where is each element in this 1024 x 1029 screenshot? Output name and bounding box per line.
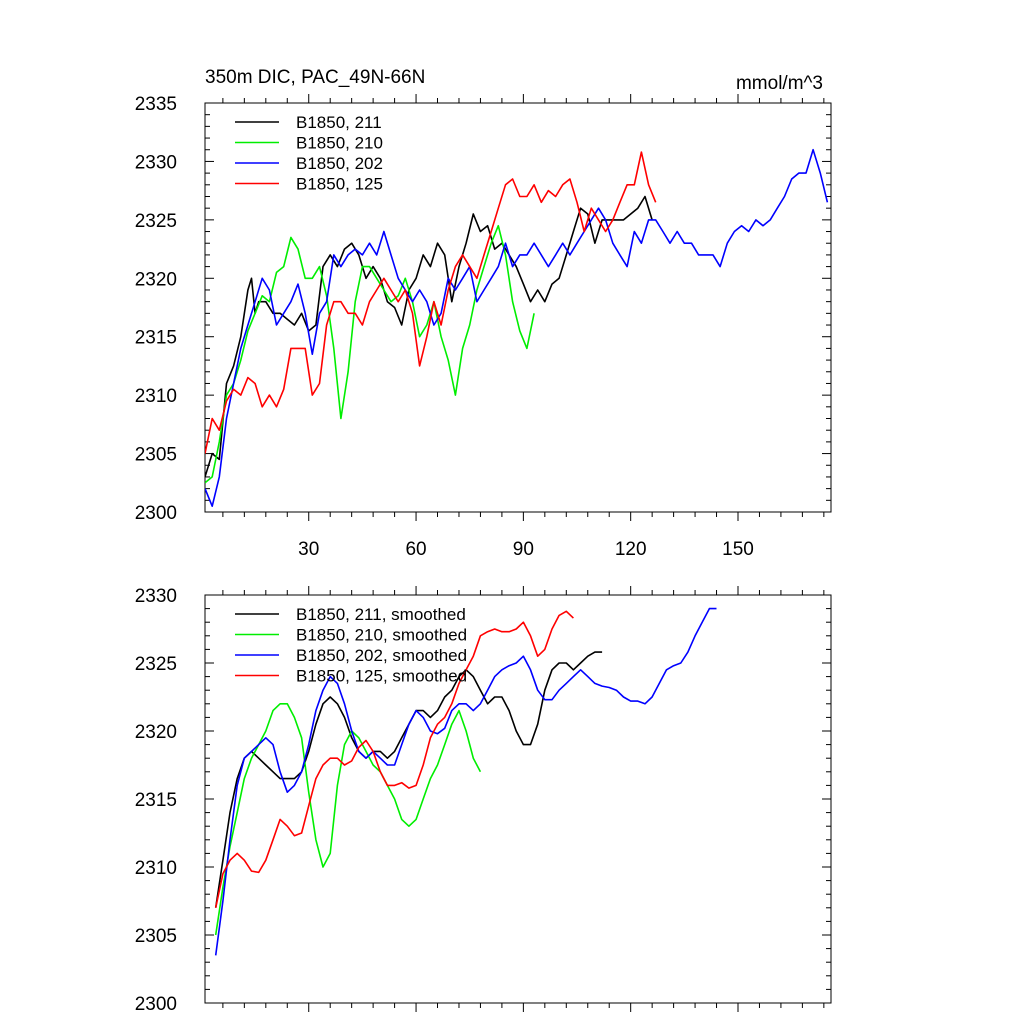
x-tick-label: 120	[615, 539, 647, 560]
series-line-1	[214, 702, 482, 936]
y-tick-label: 2325	[135, 211, 177, 232]
legend-label: B1850, 211	[296, 113, 382, 132]
x-tick-label: 60	[405, 539, 426, 560]
bottom-panel: 2300 2305 2310 2315 2320 2325 2330 B1850, 211, …	[135, 586, 832, 1015]
y-tick-label: 2320	[135, 722, 177, 743]
x-tick-label: 90	[513, 539, 534, 560]
legend-label: B1850, 125	[296, 175, 383, 194]
y-tick-label: 2325	[135, 654, 177, 675]
legend-label: B1850, 125, smoothed	[296, 667, 467, 686]
legend-label: B1850, 202	[296, 154, 383, 173]
legend-label: B1850, 210, smoothed	[296, 626, 467, 645]
y-tick-label: 2310	[135, 386, 177, 407]
y-tick-label: 2335	[135, 94, 177, 115]
series-line-2	[214, 607, 717, 956]
y-tick-label: 2315	[135, 328, 177, 349]
y-tick-label: 2330	[135, 152, 177, 173]
series-line-3	[214, 610, 574, 908]
y-tick-label: 2330	[135, 586, 177, 607]
series-line-1	[205, 224, 535, 484]
legend-label: B1850, 202, smoothed	[296, 646, 467, 665]
chart-title: 350m DIC, PAC_49N-66N	[205, 67, 425, 88]
series-line-3	[205, 151, 657, 454]
x-tick-label: 30	[298, 539, 319, 560]
y-tick-label: 2300	[135, 503, 177, 524]
y-tick-label: 2310	[135, 858, 177, 879]
series-line-0	[214, 651, 603, 908]
y-tick-label: 2305	[135, 445, 177, 466]
y-tick-label: 2305	[135, 926, 177, 947]
plot-frame	[204, 102, 832, 513]
chart-units: mmol/m^3	[736, 73, 823, 94]
legend-label: B1850, 211, smoothed	[296, 605, 466, 624]
top-panel: 2300 2305 2310 2315 2320 2325 2330 2335 30 60 90 12…	[135, 67, 832, 560]
y-tick-label: 2320	[135, 269, 177, 290]
legend-label: B1850, 210	[296, 134, 383, 153]
y-tick-label: 2300	[135, 994, 177, 1015]
series-line-2	[205, 148, 829, 508]
x-tick-label: 150	[722, 539, 754, 560]
y-tick-label: 2315	[135, 790, 177, 811]
series-line-0	[205, 195, 653, 478]
